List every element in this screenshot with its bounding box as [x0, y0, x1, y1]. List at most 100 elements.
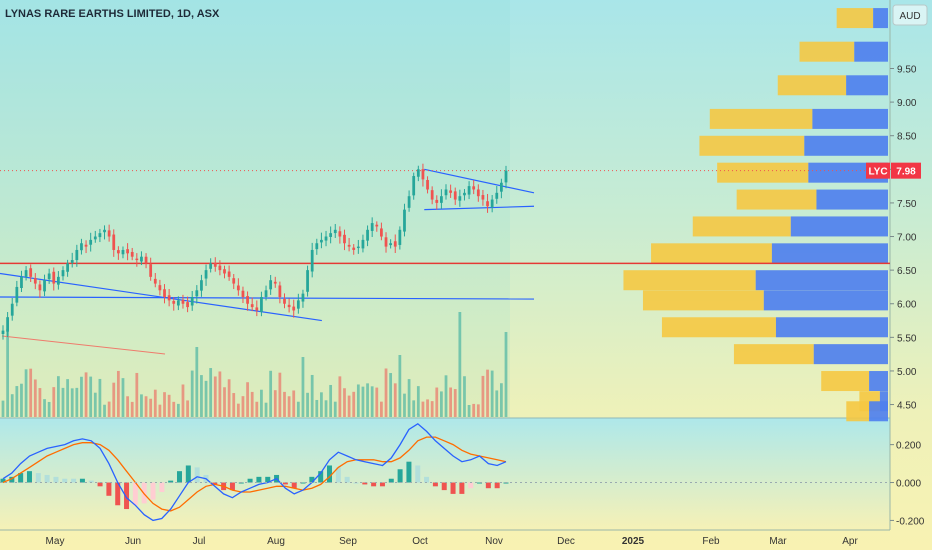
- volume-bar: [444, 375, 448, 417]
- vp-bar-yellow: [692, 216, 791, 237]
- candle-body: [296, 300, 300, 309]
- candle-body: [375, 224, 379, 227]
- volume-bar: [227, 379, 231, 417]
- vp-bar-yellow: [777, 75, 847, 96]
- vp-bar-blue: [771, 243, 888, 264]
- volume-bar: [241, 396, 245, 417]
- vp-bar-yellow: [709, 108, 813, 129]
- candle-body: [320, 239, 323, 243]
- candle-body: [190, 297, 194, 306]
- candle-body: [186, 302, 189, 308]
- macd-histogram-bar: [18, 473, 24, 483]
- volume-bar: [269, 370, 273, 417]
- macd-histogram-bar: [62, 478, 68, 483]
- drawn-lines: [0, 168, 890, 355]
- candle-body: [333, 229, 337, 234]
- candle-body: [61, 270, 65, 277]
- candle-body: [500, 182, 503, 192]
- volume-bar: [356, 384, 360, 417]
- volume-bar: [255, 401, 259, 417]
- macd-histogram-bar: [0, 478, 6, 483]
- volume-bar: [481, 375, 485, 417]
- volume-bar: [380, 401, 383, 417]
- volume-bar: [384, 368, 388, 417]
- macd-histogram-bar: [362, 482, 368, 485]
- candle-body: [15, 286, 19, 303]
- vp-bar-blue: [816, 189, 888, 210]
- volume-bar: [61, 387, 65, 417]
- vp-bar-yellow: [661, 317, 776, 338]
- macd-histogram-bar: [344, 476, 350, 483]
- candle-body: [204, 270, 208, 279]
- macd-histogram-bar: [115, 482, 121, 506]
- volume-bar: [440, 391, 443, 417]
- macd-histogram-bar: [318, 471, 324, 483]
- volume-bar: [352, 391, 356, 417]
- volume-bar: [107, 401, 111, 417]
- volume-bar: [158, 404, 162, 417]
- vp-bar-yellow: [642, 290, 764, 311]
- macd-histogram-bar: [124, 482, 130, 510]
- candle-body: [370, 223, 374, 231]
- candle-body: [467, 186, 471, 195]
- vp-bar-blue: [775, 317, 888, 338]
- vp-bar-yellow: [651, 243, 772, 264]
- candle-body: [398, 229, 402, 245]
- candle-body: [24, 270, 28, 277]
- candle-body: [153, 278, 157, 284]
- volume-bar: [144, 396, 148, 417]
- volume-bar: [103, 404, 106, 417]
- vp-bar-blue: [846, 75, 888, 96]
- candle-body: [416, 169, 420, 177]
- macd-histogram-bar: [44, 474, 50, 483]
- candle-body: [116, 250, 120, 254]
- history-shade: [0, 0, 510, 418]
- candle-body: [481, 195, 485, 200]
- volume-bar: [163, 392, 166, 417]
- candle-body: [195, 290, 199, 297]
- candle-body: [476, 189, 480, 197]
- candle-body: [338, 231, 342, 237]
- time-tick-label: Oct: [412, 536, 428, 547]
- macd-histogram-bar: [26, 471, 32, 483]
- volume-bar: [421, 401, 425, 417]
- volume-bars: [1, 312, 508, 417]
- macd-line: [2, 422, 507, 522]
- macd-indicator: [0, 422, 509, 522]
- macd-background: [0, 418, 890, 530]
- candle-body: [472, 186, 476, 190]
- candlesticks: [1, 163, 508, 340]
- volume-bar: [343, 388, 346, 417]
- volume-bar: [310, 374, 314, 417]
- candle-body: [167, 295, 171, 301]
- candle-body: [426, 179, 429, 190]
- volume-bar: [296, 401, 300, 417]
- candle-body: [449, 190, 453, 193]
- volume-bar: [209, 368, 213, 417]
- volume-bar: [80, 376, 83, 417]
- price-tick-label: 9.50: [897, 64, 917, 75]
- volume-bar: [287, 396, 291, 417]
- volume-bar: [204, 380, 208, 417]
- volume-bar: [176, 403, 180, 417]
- volume-bar: [458, 312, 462, 417]
- candle-body: [218, 265, 222, 271]
- volume-trend-line: [1, 335, 166, 355]
- candle-body: [366, 229, 369, 241]
- macd-histogram-bar: [132, 482, 138, 506]
- time-axis[interactable]: May Jun Jul Aug Sep Oct Nov Dec 2025 Feb Mar Apr: [46, 536, 859, 547]
- volume-bar: [412, 400, 416, 417]
- volume-bar: [33, 379, 37, 417]
- macd-histogram-bar: [485, 482, 491, 489]
- time-tick-label: Nov: [485, 536, 503, 547]
- macd-histogram-bar: [71, 478, 77, 483]
- volume-bar: [112, 382, 116, 417]
- price-tick-label: 4.50: [897, 401, 917, 412]
- volume-bar: [24, 369, 28, 417]
- currency-button[interactable]: AUD: [892, 4, 928, 26]
- volume-bar: [236, 403, 240, 417]
- macd-histogram-bar: [194, 467, 200, 483]
- candle-body: [283, 298, 286, 304]
